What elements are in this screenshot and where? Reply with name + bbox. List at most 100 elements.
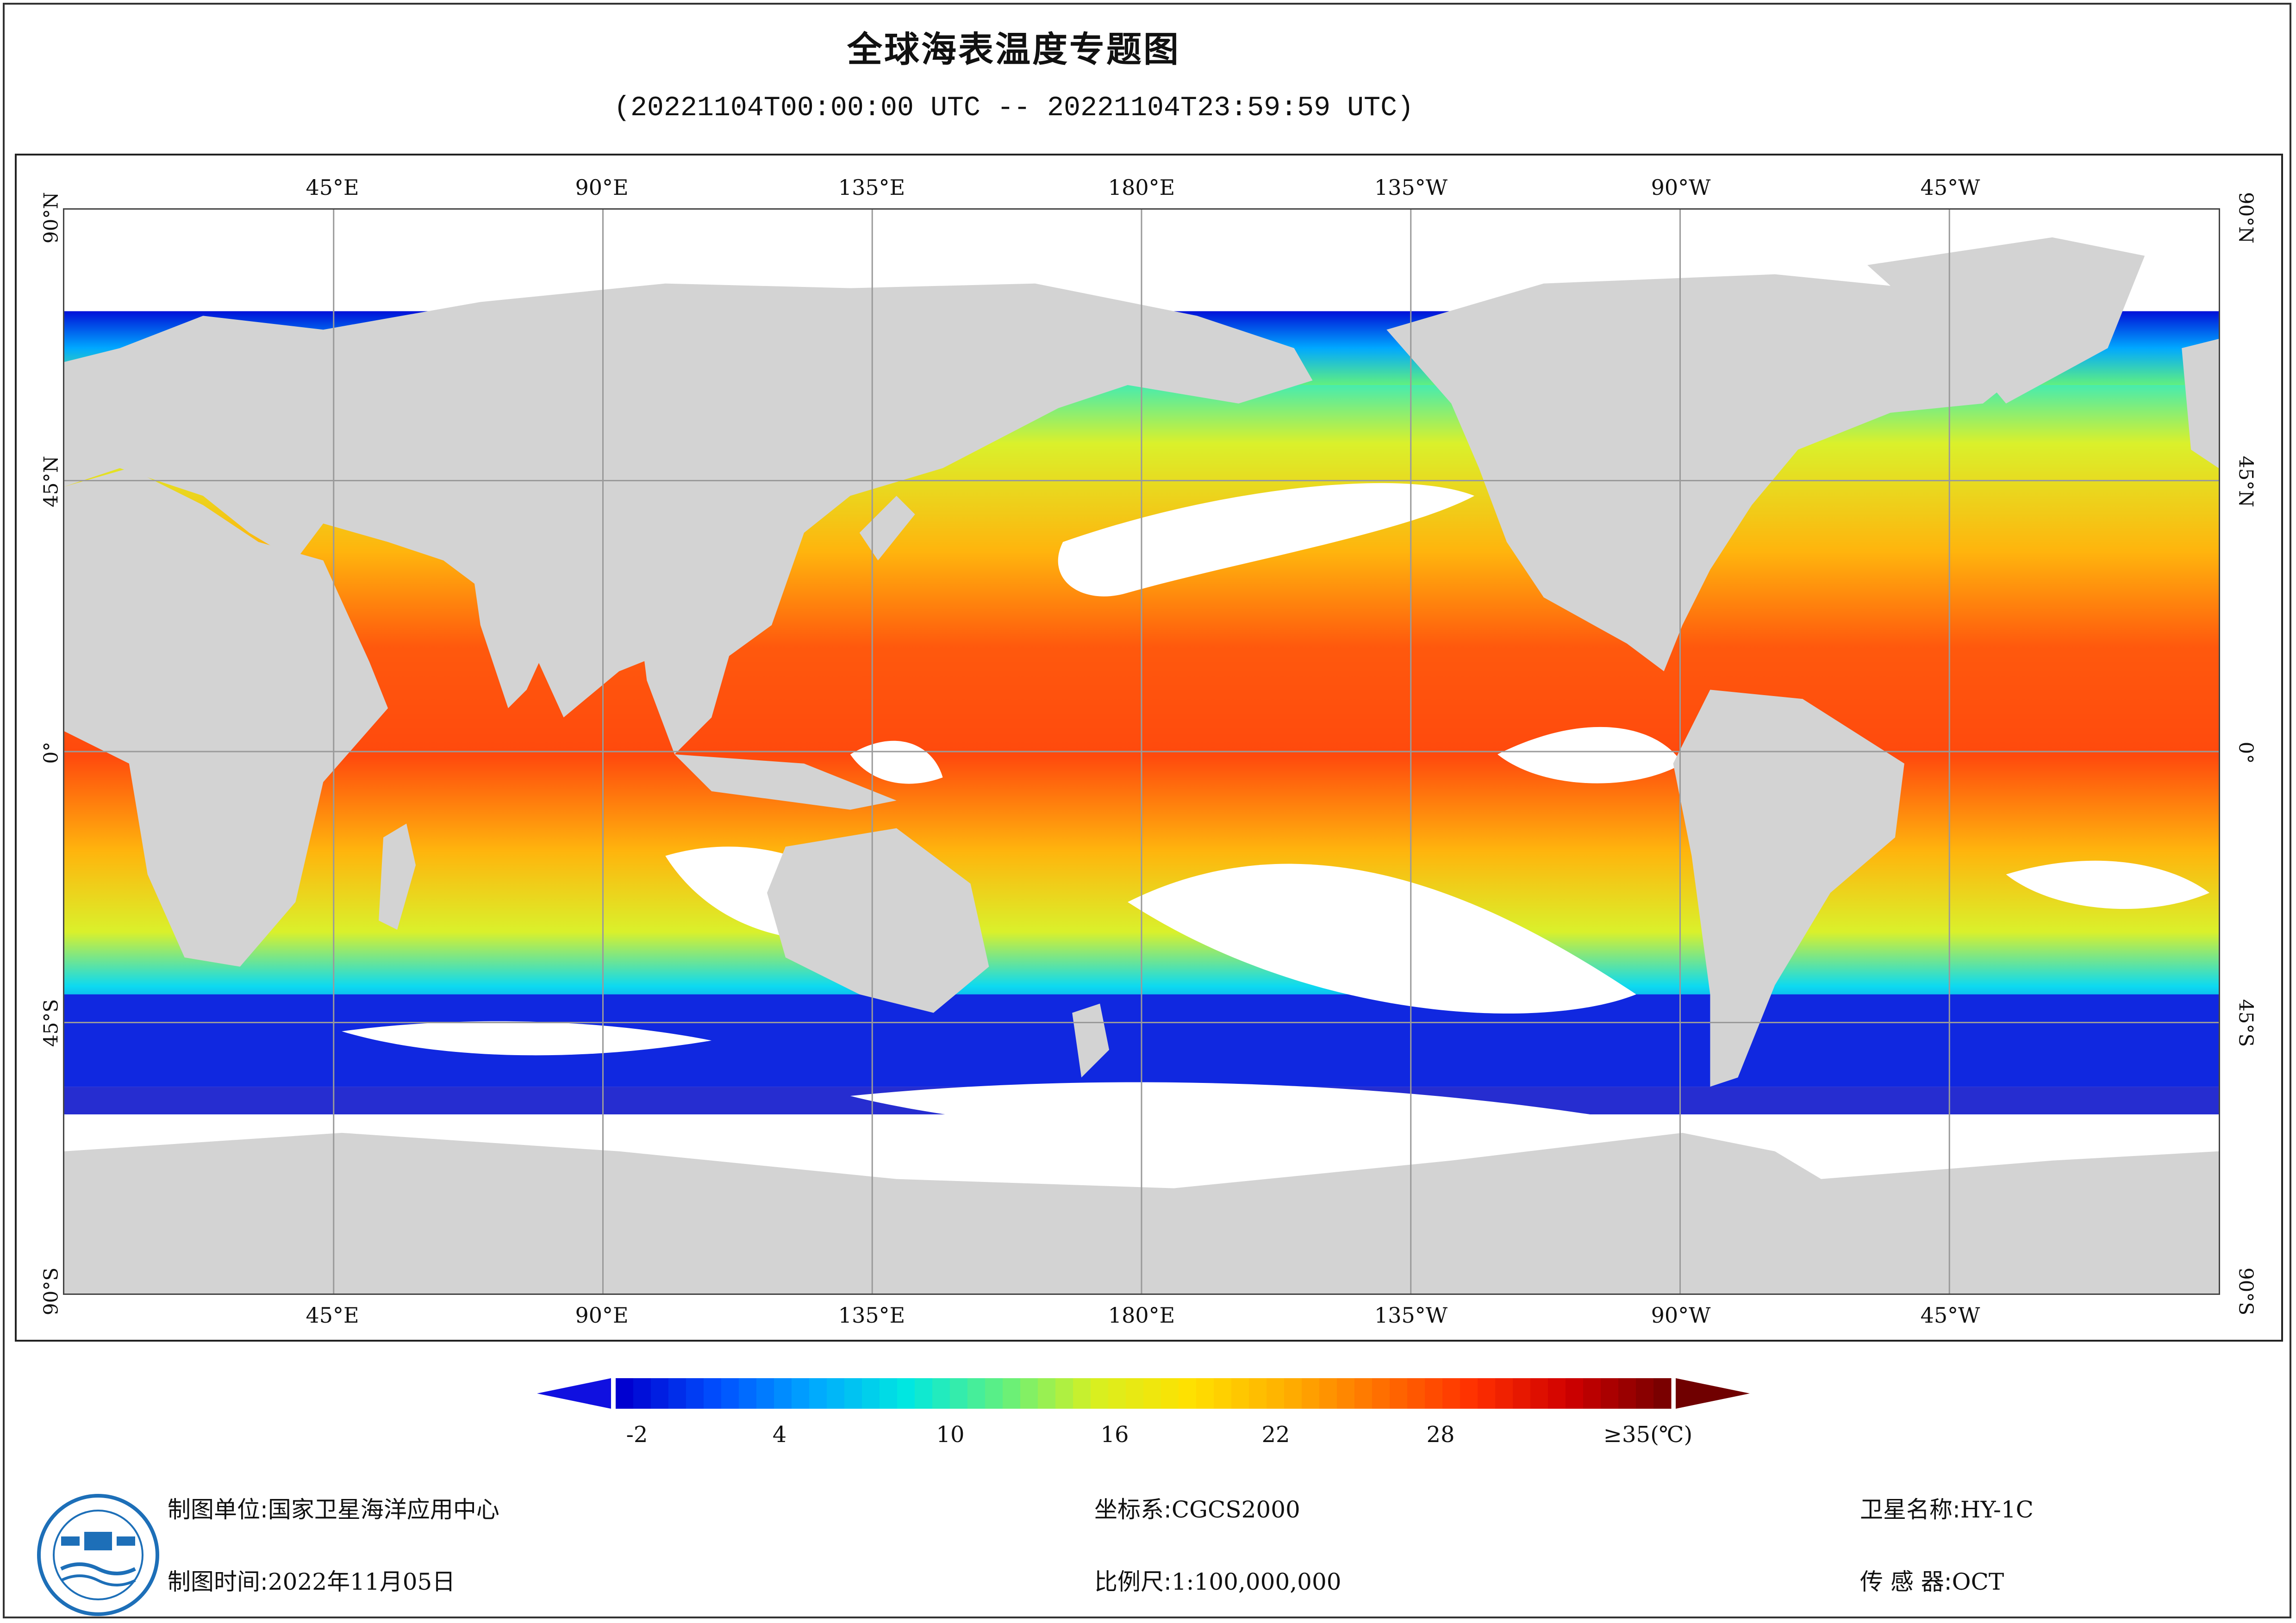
lat-label-right: 45°S <box>2234 999 2258 1047</box>
colorbar-cell <box>1126 1378 1144 1409</box>
lon-label-bottom: 90°E <box>575 1303 629 1328</box>
colorbar-over-arrow <box>1676 1378 1750 1409</box>
colorbar-cell <box>1636 1378 1654 1409</box>
south-america-land <box>1673 690 1904 1087</box>
graticule <box>64 210 2219 1293</box>
colorbar-cell <box>756 1378 774 1409</box>
colorbar-cell <box>1407 1378 1425 1409</box>
crs-value: CGCS2000 <box>1171 1496 1300 1523</box>
crs-label: 坐标系: <box>1094 1496 1172 1523</box>
colorbar-cell <box>950 1378 968 1409</box>
colorbar-tick: 16 <box>1100 1422 1129 1448</box>
organization-label: 制图单位: <box>168 1496 268 1523</box>
lon-label-top: 135°E <box>838 175 905 200</box>
date-value: 2022年11月05日 <box>268 1568 455 1595</box>
colorbar-cell <box>880 1378 898 1409</box>
lon-label-top: 45°E <box>306 175 359 200</box>
colorbar-cell <box>1249 1378 1267 1409</box>
colorbar-cell <box>862 1378 880 1409</box>
colorbar-cell <box>1214 1378 1232 1409</box>
colorbar-cell <box>1425 1378 1443 1409</box>
colorbar-tick: 28 <box>1426 1422 1455 1448</box>
colorbar-cell <box>1179 1378 1197 1409</box>
organization-value: 国家卫星海洋应用中心 <box>268 1496 499 1523</box>
sensor-field: 传 感 器:OCT <box>1860 1563 2004 1597</box>
colorbar-cell <box>721 1378 739 1409</box>
colorbar-cell <box>1548 1378 1566 1409</box>
sensor-label: 传 感 器: <box>1860 1568 1952 1595</box>
lat-label-left: 45°N <box>39 455 62 508</box>
madagascar-land <box>379 823 416 930</box>
colorbar-cell <box>915 1378 933 1409</box>
colorbar-cell <box>1530 1378 1548 1409</box>
eurasia-land <box>64 283 1313 718</box>
lat-label-right: 0° <box>2234 741 2258 764</box>
colorbar-cell <box>1091 1378 1109 1409</box>
colorbar-cell <box>1319 1378 1337 1409</box>
scale-value: 1:100,000,000 <box>1171 1568 1341 1595</box>
page-border <box>3 3 2291 1618</box>
indonesia-land <box>674 754 897 810</box>
lon-label-top: 180°E <box>1108 175 1175 200</box>
colorbar-cell <box>616 1378 634 1409</box>
lon-label-top: 135°W <box>1374 175 1448 200</box>
satellite-label: 卫星名称: <box>1860 1496 1960 1523</box>
colorbar-cell <box>1618 1378 1636 1409</box>
colorbar-cell <box>897 1378 915 1409</box>
africa-land <box>64 468 388 967</box>
colorbar-cell <box>1653 1378 1672 1409</box>
scale-label: 比例尺: <box>1094 1568 1172 1595</box>
colorbar-cell <box>1354 1378 1373 1409</box>
colorbar-cells <box>616 1378 1672 1409</box>
sensor-value: OCT <box>1952 1568 2004 1595</box>
colorbar-cell <box>809 1378 827 1409</box>
colorbar-cell <box>1231 1378 1249 1409</box>
colorbar-cell <box>967 1378 986 1409</box>
lon-label-bottom: 90°W <box>1651 1303 1711 1328</box>
lat-label-left: 90°N <box>39 192 62 244</box>
lon-label-bottom: 180°E <box>1108 1303 1175 1328</box>
greenland-land <box>1867 237 2145 404</box>
lon-label-top: 90°E <box>575 175 629 200</box>
se-asia-land <box>637 588 730 754</box>
satellite-ocean-logo-icon <box>37 1494 159 1616</box>
colorbar-under-arrow <box>537 1378 611 1409</box>
lon-label-top: 90°W <box>1651 175 1711 200</box>
colorbar-tick: 10 <box>936 1422 965 1448</box>
colorbar-cell <box>792 1378 810 1409</box>
lon-label-bottom: 135°W <box>1374 1303 1448 1328</box>
colorbar-tick: 22 <box>1261 1422 1290 1448</box>
colorbar-cell <box>1478 1378 1496 1409</box>
australia-land <box>767 828 989 1013</box>
colorbar-cell <box>827 1378 845 1409</box>
colorbar-cell <box>1073 1378 1091 1409</box>
satellite-value: HY-1C <box>1960 1496 2034 1523</box>
colorbar-cell <box>1372 1378 1390 1409</box>
colorbar <box>537 1378 1750 1409</box>
lat-label-left: 90°S <box>39 1267 62 1316</box>
colorbar-cell <box>1302 1378 1320 1409</box>
colorbar-cell <box>1513 1378 1531 1409</box>
lon-label-bottom: 135°E <box>838 1303 905 1328</box>
colorbar-cell <box>1038 1378 1056 1409</box>
colorbar-cell <box>1161 1378 1179 1409</box>
colorbar-cell <box>668 1378 686 1409</box>
north-america-land <box>1386 274 2053 672</box>
colorbar-cell <box>1583 1378 1601 1409</box>
colorbar-cell <box>1566 1378 1584 1409</box>
colorbar-cell <box>633 1378 651 1409</box>
colorbar-tick: ≥35(℃) <box>1603 1422 1693 1448</box>
lat-label-left: 45°S <box>39 999 62 1047</box>
satellite-field: 卫星名称:HY-1C <box>1860 1491 2034 1524</box>
organization-field: 制图单位:国家卫星海洋应用中心 <box>168 1491 499 1524</box>
colorbar-cell <box>739 1378 757 1409</box>
time-range-subtitle: (20221104T00:00:00 UTC -- 20221104T23:59… <box>613 93 1414 124</box>
colorbar-cell <box>704 1378 722 1409</box>
colorbar-cell <box>844 1378 862 1409</box>
colorbar-cell <box>1601 1378 1619 1409</box>
colorbar-cell <box>774 1378 792 1409</box>
colorbar-cell <box>1267 1378 1285 1409</box>
colorbar-cell <box>1442 1378 1460 1409</box>
lon-label-top: 45°W <box>1920 175 1980 200</box>
date-field: 制图时间:2022年11月05日 <box>168 1563 455 1597</box>
